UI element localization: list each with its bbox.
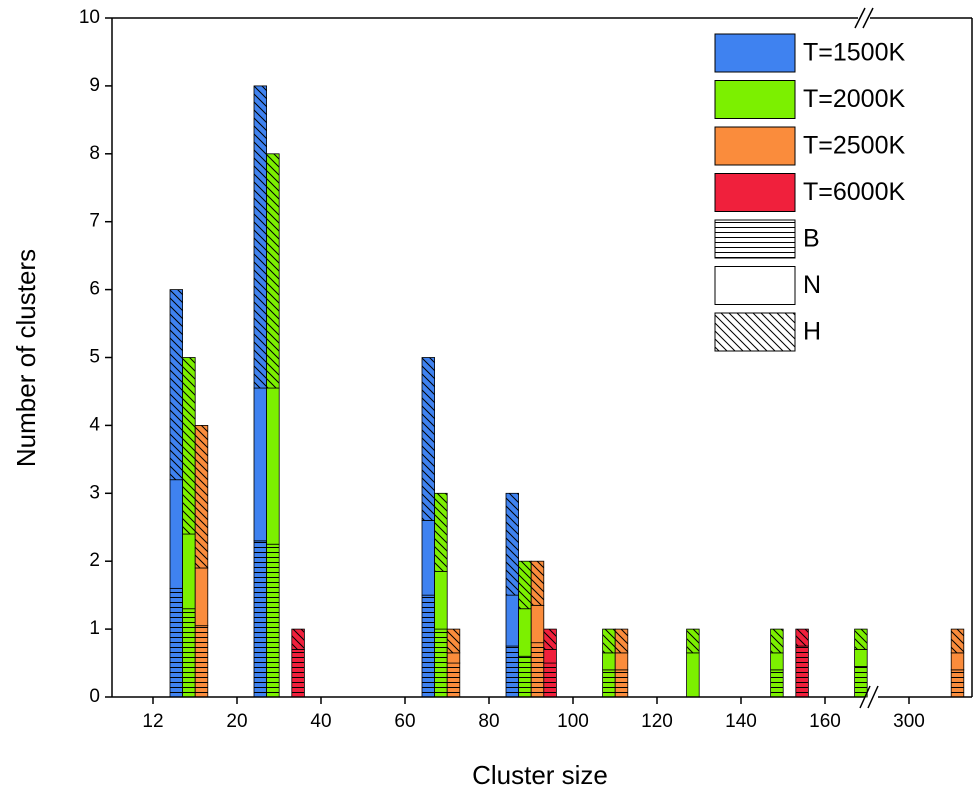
x-tick-label: 300 xyxy=(893,711,925,732)
segment-pattern xyxy=(795,629,809,647)
legend-pattern xyxy=(715,313,795,351)
segment-pattern xyxy=(291,629,305,650)
segment-pattern xyxy=(531,642,544,697)
segment-pattern xyxy=(182,534,196,609)
segment-pattern xyxy=(770,629,784,653)
segment-pattern xyxy=(854,649,868,667)
segment-pattern xyxy=(543,649,557,664)
segment-pattern xyxy=(434,493,448,572)
y-tick-label: 3 xyxy=(89,482,100,503)
segment-pattern xyxy=(686,652,700,697)
segment-pattern xyxy=(602,652,616,670)
legend-label: T=6000K xyxy=(803,178,905,206)
segment-pattern xyxy=(266,544,280,697)
segment-pattern xyxy=(254,540,267,697)
segment-pattern xyxy=(422,595,435,697)
segment-pattern xyxy=(182,357,196,535)
y-tick-label: 0 xyxy=(89,686,100,707)
segment-pattern xyxy=(447,663,460,697)
segment-pattern xyxy=(434,629,448,697)
segment-pattern xyxy=(951,652,964,670)
segment-pattern xyxy=(951,629,964,653)
x-tick-label: 80 xyxy=(478,711,499,732)
legend-swatch xyxy=(714,33,796,73)
segment-pattern xyxy=(615,629,628,653)
segment-pattern xyxy=(447,629,460,653)
y-tick-label: 1 xyxy=(89,618,100,639)
segment-pattern xyxy=(518,656,532,697)
segment-pattern xyxy=(602,629,616,653)
segment-pattern xyxy=(434,571,448,630)
segment-pattern xyxy=(531,561,544,606)
segment-pattern xyxy=(422,520,435,596)
segment-pattern xyxy=(854,666,868,697)
segment-pattern xyxy=(531,605,544,643)
segment-pattern xyxy=(506,493,519,596)
y-tick-label: 2 xyxy=(89,550,100,571)
y-tick-label: 4 xyxy=(89,414,100,435)
legend-swatch xyxy=(714,173,796,212)
legend-label: H xyxy=(803,318,821,346)
legend-label: N xyxy=(803,271,821,299)
x-tick-label: 60 xyxy=(394,711,415,732)
x-tick-label: 160 xyxy=(809,711,841,732)
segment-pattern xyxy=(266,388,280,545)
segment-pattern xyxy=(615,652,628,670)
y-tick-label: 6 xyxy=(89,279,100,300)
segment-pattern xyxy=(195,567,208,626)
segment-pattern xyxy=(951,669,964,697)
x-tick-label: 120 xyxy=(641,711,673,732)
x-tick-label: 140 xyxy=(725,711,757,732)
x-axis-title: Cluster size xyxy=(472,760,608,790)
segment-pattern xyxy=(506,595,519,647)
legend-label: T=2500K xyxy=(803,132,905,160)
legend-label: T=1500K xyxy=(803,39,905,67)
segment-pattern xyxy=(615,669,628,697)
x-tick-label: 20 xyxy=(226,711,247,732)
legend-label: B xyxy=(803,225,820,253)
segment-pattern xyxy=(170,588,183,697)
segment-pattern xyxy=(195,425,208,568)
legend-pattern xyxy=(715,266,795,305)
segment-pattern xyxy=(543,629,557,650)
legend-label: T=2000K xyxy=(803,85,905,113)
segment-pattern xyxy=(770,652,784,670)
legend-swatch xyxy=(714,126,796,166)
segment-pattern xyxy=(518,561,532,609)
segment-pattern xyxy=(170,289,183,480)
segment-pattern xyxy=(195,625,208,697)
segment-pattern xyxy=(518,608,532,657)
segment-pattern xyxy=(770,669,784,697)
segment-pattern xyxy=(291,649,305,697)
segment-pattern xyxy=(266,153,280,389)
segment-pattern xyxy=(854,629,868,650)
segment-pattern xyxy=(422,357,435,521)
x-tick-label: 100 xyxy=(557,711,589,732)
segment-pattern xyxy=(170,479,183,589)
legend-swatch xyxy=(714,80,796,119)
segment-pattern xyxy=(182,608,196,697)
segment-pattern xyxy=(543,663,557,697)
y-tick-label: 8 xyxy=(89,143,100,164)
x-tick-label: 12 xyxy=(142,711,163,732)
y-tick-label: 10 xyxy=(79,7,100,28)
segment-pattern xyxy=(254,85,267,389)
segment-pattern xyxy=(254,388,267,541)
segment-pattern xyxy=(602,669,616,697)
plot-area xyxy=(169,85,965,698)
legend-pattern xyxy=(715,220,795,258)
segment-pattern xyxy=(447,652,460,664)
y-tick-label: 7 xyxy=(89,211,100,232)
segment-pattern xyxy=(686,629,700,653)
segment-pattern xyxy=(795,646,809,697)
y-tick-label: 5 xyxy=(89,347,100,368)
y-tick-label: 9 xyxy=(89,75,100,96)
segment-pattern xyxy=(506,646,519,697)
y-axis-title: Number of clusters xyxy=(11,249,41,467)
x-tick-label: 40 xyxy=(310,711,331,732)
